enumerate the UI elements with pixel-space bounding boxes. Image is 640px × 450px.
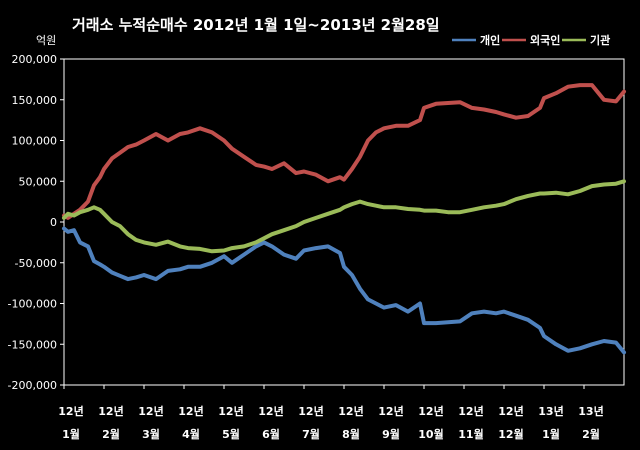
x-tick-year: 12년 [138,404,163,418]
x-tick-month: 5월 [222,427,240,441]
x-tick-year: 12년 [378,404,403,418]
legend-label-1: 외국인 [530,33,560,47]
x-tick-month: 1월 [62,427,80,441]
x-axis: 12년 1월 12년 2월 12년 3월 12년 4월 12년 5월 12년 6월 12년 7월 12년 8월… [58,385,604,441]
legend: 개인 외국인 기관 [452,33,610,47]
x-tick-month: 2월 [582,427,600,441]
y-axis: 200,000 150,000 100,000 50,000 0 -50,000 -100,… [8,53,64,392]
x-tick-month: 6월 [262,427,280,441]
y-tick-label: 100,000 [12,135,58,148]
y-tick-label: 0 [50,216,57,229]
x-tick-year: 12년 [58,404,83,418]
x-tick-month: 2월 [102,427,120,441]
x-tick-year: 12년 [258,404,283,418]
y-tick-label: 50,000 [19,175,58,188]
x-tick-month: 10월 [418,427,443,441]
chart-title: 거래소 누적순매수 2012년 1월 1일~2013년 2월28일 [72,16,440,34]
x-tick-month: 8월 [342,427,360,441]
x-tick-year: 12년 [298,404,323,418]
legend-label-0: 개인 [480,33,500,47]
y-tick-label: 150,000 [12,94,58,107]
x-tick-month: 12월 [498,427,523,441]
x-tick-year: 12년 [498,404,523,418]
y-tick-label: -150,000 [8,338,57,351]
series-line-2 [62,179,626,254]
x-tick-month: 7월 [302,427,320,441]
x-tick-month: 3월 [142,427,160,441]
x-tick-month: 1월 [542,427,560,441]
series-line-0 [62,226,626,355]
y-tick-label: -50,000 [15,257,57,270]
unit-label: 억원 [36,34,56,47]
x-tick-year: 12년 [218,404,243,418]
x-tick-year: 12년 [98,404,123,418]
y-tick-label: -200,000 [8,379,57,392]
y-tick-label: -100,000 [8,298,57,311]
x-tick-year: 13년 [578,404,603,418]
x-tick-month: 9월 [382,427,400,441]
x-tick-year: 12년 [338,404,363,418]
series-line-1 [62,83,626,220]
x-tick-month: 11월 [458,427,483,441]
legend-label-2: 기관 [590,33,610,47]
x-tick-year: 12년 [458,404,483,418]
series-lines [62,83,626,355]
x-tick-year: 12년 [418,404,443,418]
x-tick-year: 13년 [538,404,563,418]
x-tick-month: 4월 [182,427,200,441]
x-tick-year: 12년 [178,404,203,418]
y-tick-label: 200,000 [12,53,58,66]
